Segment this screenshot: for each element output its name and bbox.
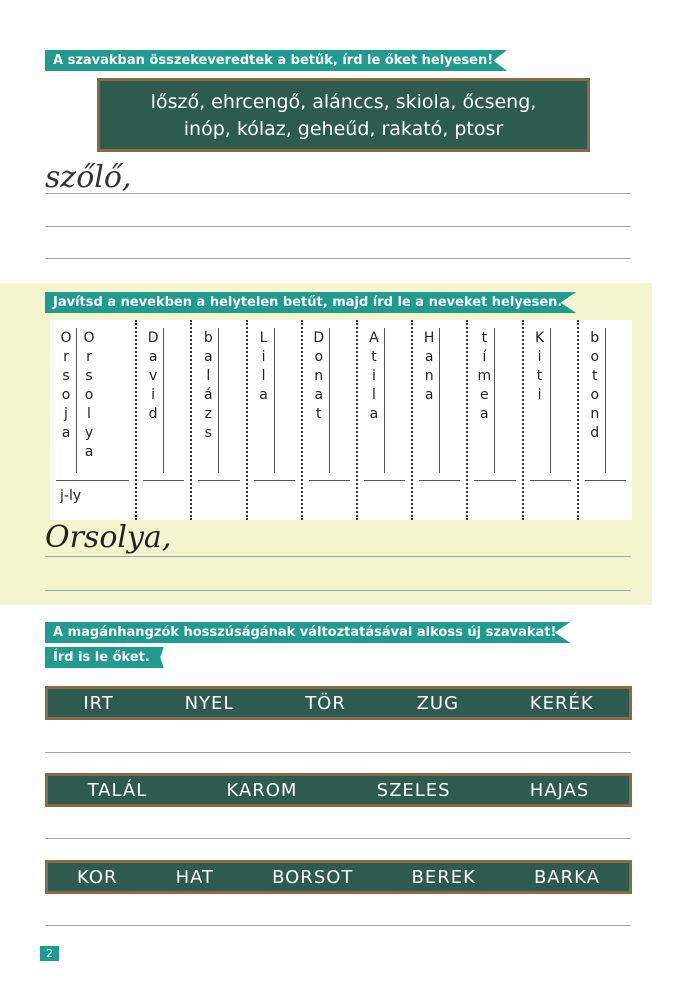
handwritten-example: szőlő, (45, 160, 132, 195)
divider (328, 328, 330, 473)
writing-line (45, 590, 631, 591)
divider (383, 328, 385, 473)
name-column: Lila (248, 320, 303, 520)
vertical-name: Orsoja (58, 330, 74, 444)
divider (549, 328, 551, 473)
vertical-name: balázs (200, 330, 217, 444)
vertical-name: Lila (255, 330, 272, 406)
correction-note: j-ly (60, 488, 82, 504)
board-word: KOR (77, 866, 118, 888)
names-grid: Orsoja Orsolya j-ly David balázs Lila Donat Ati… (50, 320, 632, 520)
board-word: ZUG (416, 692, 460, 714)
page-number: 2 (40, 946, 59, 961)
answer-line (253, 480, 295, 481)
board-word: NYEL (184, 692, 235, 714)
board-word: BORSOT (272, 866, 354, 888)
divider (218, 328, 220, 473)
answer-line (363, 480, 406, 481)
answer-line (198, 480, 240, 481)
vertical-name: botond (586, 330, 603, 444)
board-word: KERÉK (529, 692, 594, 714)
board-word: TALÁL (87, 779, 148, 801)
divider (273, 328, 275, 473)
board-word: BEREK (411, 866, 476, 888)
board-word: SZELES (376, 779, 451, 801)
writing-line (45, 752, 631, 753)
divider (163, 328, 165, 473)
writing-line (45, 226, 631, 227)
board-word: BARKA (533, 866, 600, 888)
name-column: Orsoja Orsolya j-ly (50, 320, 138, 520)
task1-instruction: A szavakban összekeveredtek a betűk, írd… (45, 50, 508, 71)
divider (604, 328, 606, 473)
writing-line (45, 838, 631, 839)
answer-line (56, 480, 130, 481)
name-column: David (137, 320, 193, 520)
writing-line (45, 556, 631, 557)
task3-instruction-2: Írd is le őket. (45, 647, 164, 668)
task2-instruction: Javítsd a nevekben a helytelen betűt, ma… (45, 292, 577, 313)
divider (439, 328, 441, 473)
board-line-2: inóp, kólaz, geheűd, rakató, ptosr (183, 118, 504, 140)
writing-line (45, 193, 631, 194)
answer-line (143, 480, 185, 481)
answer-line (584, 480, 626, 481)
writing-line (45, 925, 631, 926)
writing-line (45, 258, 631, 259)
answer-line (529, 480, 571, 481)
vertical-name: Kiti (531, 330, 548, 406)
vertical-name: Atila (365, 330, 382, 425)
divider (494, 328, 496, 473)
vertical-name: tímea (476, 330, 493, 425)
vertical-name: Orsolya (81, 330, 97, 463)
word-board: IRT NYEL TÖR ZUG KERÉK (45, 686, 632, 720)
vertical-name: Hana (421, 330, 438, 406)
word-board: KOR HAT BORSOT BEREK BARKA (45, 860, 632, 894)
name-column: balázs (192, 320, 248, 520)
answer-line (308, 480, 350, 481)
answer-line (419, 480, 461, 481)
vertical-name: Donat (310, 330, 327, 425)
board-line-1: lősző, ehrcengő, alánccs, skiola, őcseng… (150, 91, 537, 113)
handwritten-example: Orsolya, (45, 520, 172, 555)
board-word: HAJAS (529, 779, 590, 801)
name-column: Hana (413, 320, 469, 520)
board-word: TÖR (305, 692, 346, 714)
word-board: TALÁL KAROM SZELES HAJAS (45, 773, 632, 807)
divider (76, 328, 77, 473)
board-word: IRT (83, 692, 114, 714)
task3-instruction: A magánhangzók hosszúságának változtatás… (45, 622, 571, 643)
board-word: KAROM (226, 779, 298, 801)
name-column: Atila (358, 320, 414, 520)
name-column: botond (579, 320, 632, 520)
name-column: Donat (303, 320, 358, 520)
name-column: tímea (468, 320, 524, 520)
board-word: HAT (175, 866, 215, 888)
answer-line (474, 480, 516, 481)
name-column: Kiti (524, 320, 579, 520)
vertical-name: David (145, 330, 162, 425)
task1-chalkboard: lősző, ehrcengő, alánccs, skiola, őcseng… (97, 78, 590, 152)
